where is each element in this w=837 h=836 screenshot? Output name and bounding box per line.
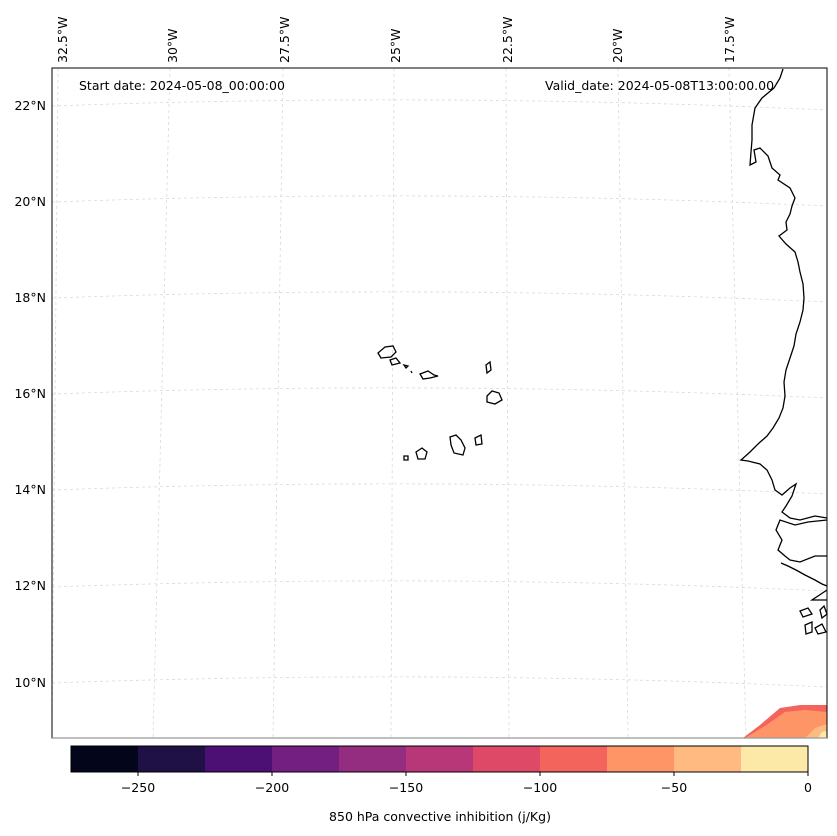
coastlines xyxy=(377,68,828,635)
parallel-line xyxy=(51,387,828,399)
cape-verde-fogo xyxy=(415,447,428,460)
cin-contour-minus-75 xyxy=(745,710,827,738)
graticule xyxy=(51,67,828,739)
colorbar-tick-minus-100: −100 xyxy=(522,780,558,795)
colorbar-segment xyxy=(741,746,809,772)
cape-verde-santo-antao xyxy=(377,345,397,359)
cape-verde-santiago xyxy=(449,434,466,456)
lat-label-18n: 18°N xyxy=(14,290,46,305)
colorbar-segment xyxy=(540,746,608,772)
lon-label-32-5w: 32.5°W xyxy=(55,16,70,63)
cape-verde-sal xyxy=(485,360,492,375)
cape-verde-sao-nicolau xyxy=(410,370,439,380)
parallel-line xyxy=(51,291,828,303)
west-africa-estuary xyxy=(775,519,828,563)
colorbar-segment xyxy=(138,746,206,772)
colorbar-segment xyxy=(205,746,273,772)
colorbar-segment xyxy=(607,746,675,772)
meridian-line xyxy=(505,67,510,739)
colorbar-tick-minus-50: −50 xyxy=(660,780,688,795)
lon-label-27-5w: 27.5°W xyxy=(277,16,292,63)
lon-label-25w: 25°W xyxy=(388,28,403,63)
colorbar-segment xyxy=(406,746,474,772)
colorbar-tick-minus-200: −200 xyxy=(254,780,290,795)
parallel-line xyxy=(51,580,828,592)
colorbar-segment xyxy=(272,746,340,772)
colorbar-tick-0: 0 xyxy=(804,780,812,795)
parallel-line xyxy=(51,195,828,207)
meridian-line xyxy=(272,67,284,739)
cape-verde-brava xyxy=(403,455,409,461)
lat-label-16n: 16°N xyxy=(14,386,46,401)
colorbar-tick-minus-250: −250 xyxy=(120,780,156,795)
meridian-line xyxy=(617,67,629,739)
colorbar-segment xyxy=(674,746,742,772)
meridian-line xyxy=(728,67,747,739)
colorbar-segment xyxy=(339,746,407,772)
meridian-line xyxy=(51,67,59,739)
start-date-label: Start date: 2024-05-08_00:00:00 xyxy=(79,78,285,93)
cin-contour-minus-25 xyxy=(818,731,827,738)
parallel-line xyxy=(51,483,828,495)
african-coastline xyxy=(739,68,828,521)
bissagos-islands xyxy=(780,562,828,587)
lat-label-12n: 12°N xyxy=(14,578,46,593)
colorbar-segment xyxy=(71,746,139,772)
meridian-line xyxy=(152,67,171,739)
valid-date-label: Valid_date: 2024-05-08T13:00:00.00 xyxy=(545,78,775,93)
parallel-line xyxy=(51,99,828,111)
parallel-line xyxy=(51,676,828,688)
cape-verde-boa-vista xyxy=(486,390,503,405)
lon-label-17-5w: 17.5°W xyxy=(722,16,737,63)
lon-label-30w: 30°W xyxy=(165,28,180,63)
lon-label-20w: 20°W xyxy=(610,28,625,63)
cape-verde-santa-luzia xyxy=(402,363,410,370)
meridian-line xyxy=(390,67,395,739)
lat-label-20n: 20°N xyxy=(14,194,46,209)
lat-label-14n: 14°N xyxy=(14,482,46,497)
colorbar-frame xyxy=(70,745,809,773)
colorbar-label: 850 hPa convective inhibition (j/Kg) xyxy=(329,809,551,824)
cin-shading xyxy=(743,705,827,738)
guinea-coast xyxy=(799,589,828,635)
colorbar-tick-minus-150: −150 xyxy=(388,780,424,795)
colorbar-segment xyxy=(473,746,541,772)
map-frame xyxy=(51,67,828,739)
lat-label-22n: 22°N xyxy=(14,98,46,113)
cape-verde-sao-vicente xyxy=(389,357,402,366)
colorbar xyxy=(70,745,809,776)
lat-label-10n: 10°N xyxy=(14,675,46,690)
lon-label-22-5w: 22.5°W xyxy=(500,16,515,63)
cape-verde-maio xyxy=(474,434,483,446)
